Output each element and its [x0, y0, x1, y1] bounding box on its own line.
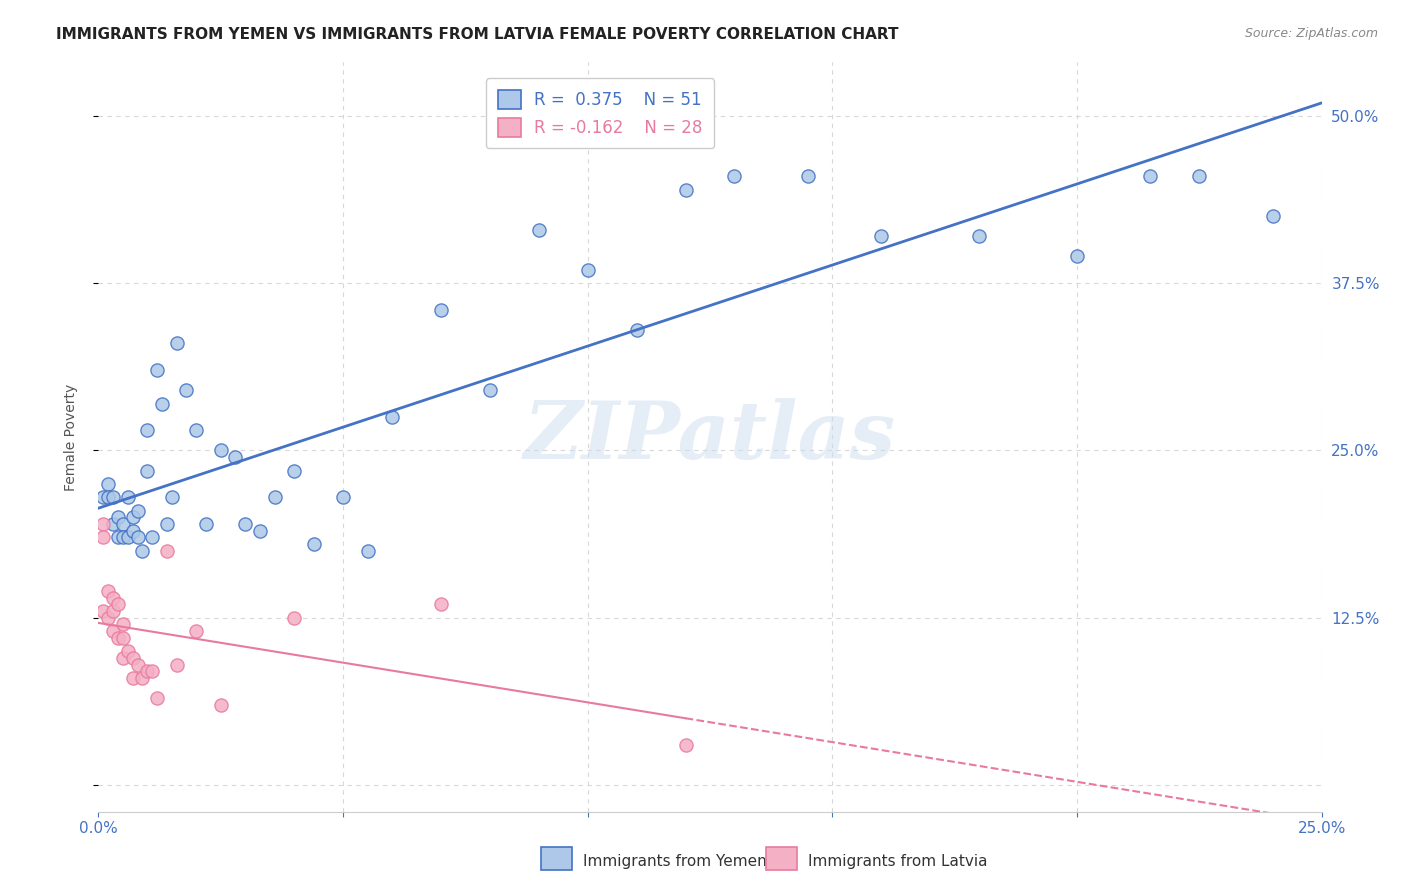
Point — [141, 664, 163, 679]
Point — [156, 544, 179, 558]
Point — [430, 303, 453, 318]
Text: Immigrants from Latvia: Immigrants from Latvia — [808, 855, 988, 870]
Point — [111, 530, 134, 544]
Point — [186, 624, 208, 639]
Point — [101, 624, 124, 639]
Text: Immigrants from Yemen: Immigrants from Yemen — [583, 855, 768, 870]
Text: ZIPatlas: ZIPatlas — [524, 399, 896, 475]
Point — [97, 584, 120, 599]
Point — [1261, 210, 1284, 224]
Point — [91, 517, 114, 532]
Point — [127, 503, 149, 517]
Point — [283, 611, 305, 625]
Point — [91, 604, 114, 618]
Point — [527, 223, 550, 237]
Point — [967, 229, 990, 244]
Point — [107, 510, 129, 524]
Point — [111, 651, 134, 665]
Point — [626, 323, 648, 337]
Point — [797, 169, 820, 184]
Point — [186, 424, 208, 438]
Point — [121, 510, 143, 524]
Text: IMMIGRANTS FROM YEMEN VS IMMIGRANTS FROM LATVIA FEMALE POVERTY CORRELATION CHART: IMMIGRANTS FROM YEMEN VS IMMIGRANTS FROM… — [56, 27, 898, 42]
Point — [101, 517, 124, 532]
Point — [209, 698, 232, 712]
Text: Source: ZipAtlas.com: Source: ZipAtlas.com — [1244, 27, 1378, 40]
Point — [141, 530, 163, 544]
Point — [91, 530, 114, 544]
Point — [176, 384, 198, 398]
Point — [332, 491, 354, 505]
Point — [131, 671, 153, 685]
Point — [101, 491, 124, 505]
Point — [195, 517, 218, 532]
Point — [1066, 250, 1088, 264]
Point — [1139, 169, 1161, 184]
Point — [111, 517, 134, 532]
Point — [576, 263, 599, 277]
Point — [107, 598, 129, 612]
Point — [127, 530, 149, 544]
Point — [233, 517, 256, 532]
Point — [166, 336, 188, 351]
Point — [101, 604, 124, 618]
Point — [146, 690, 169, 705]
Point — [870, 229, 893, 244]
Point — [146, 363, 169, 377]
Point — [97, 491, 120, 505]
Point — [156, 517, 179, 532]
Point — [249, 524, 271, 538]
Point — [302, 537, 325, 551]
Point — [136, 464, 159, 478]
Point — [127, 657, 149, 672]
Point — [136, 664, 159, 679]
Point — [723, 169, 745, 184]
Point — [160, 491, 183, 505]
Y-axis label: Female Poverty: Female Poverty — [63, 384, 77, 491]
Point — [111, 631, 134, 645]
Point — [111, 617, 134, 632]
Point — [150, 396, 173, 410]
Point — [381, 410, 404, 425]
Point — [136, 424, 159, 438]
Point — [356, 544, 378, 558]
Point — [121, 524, 143, 538]
Point — [117, 491, 139, 505]
Point — [263, 491, 285, 505]
Point — [91, 491, 114, 505]
Point — [131, 544, 153, 558]
Point — [117, 644, 139, 658]
Point — [117, 530, 139, 544]
Legend: R =  0.375    N = 51, R = -0.162    N = 28: R = 0.375 N = 51, R = -0.162 N = 28 — [486, 78, 714, 148]
Point — [209, 443, 232, 458]
Point — [1188, 169, 1211, 184]
Point — [224, 450, 246, 465]
Point — [430, 598, 453, 612]
Point — [97, 476, 120, 491]
Point — [121, 671, 143, 685]
Point — [166, 657, 188, 672]
Point — [675, 738, 697, 752]
Point — [283, 464, 305, 478]
Point — [107, 530, 129, 544]
Point — [97, 611, 120, 625]
Point — [478, 384, 501, 398]
Point — [675, 183, 697, 197]
Point — [101, 591, 124, 605]
Point — [107, 631, 129, 645]
Point — [121, 651, 143, 665]
